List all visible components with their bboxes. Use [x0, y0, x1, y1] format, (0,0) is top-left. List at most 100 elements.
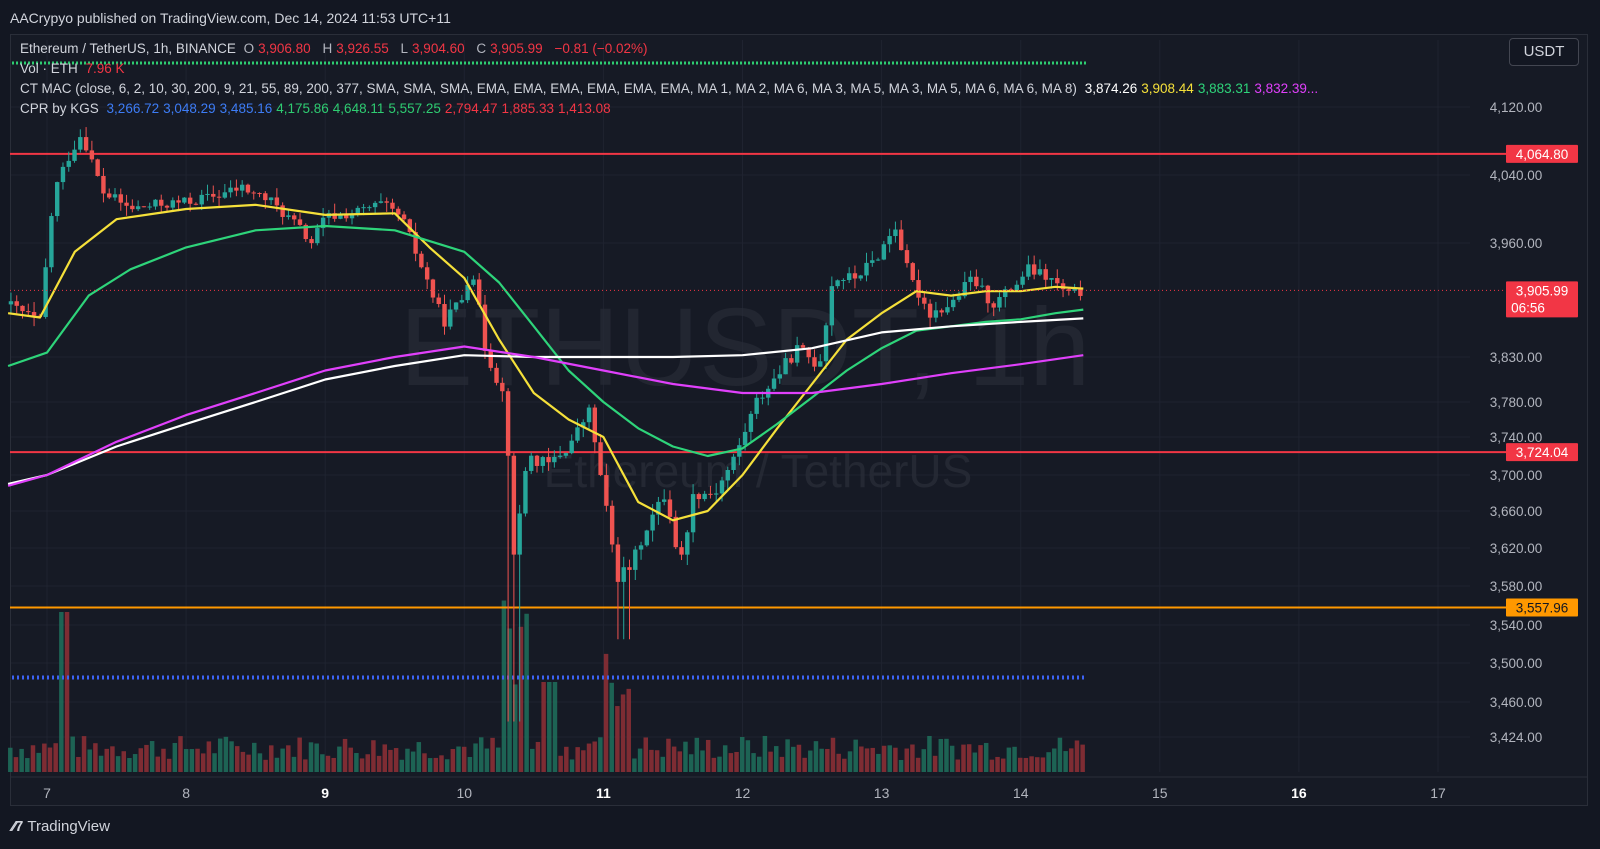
- volume-bar-55: [320, 754, 325, 772]
- candle-body-58: [344, 214, 349, 219]
- candle-body-72: [424, 267, 430, 280]
- volume-bar-18: [110, 746, 115, 772]
- candle-body-47: [280, 205, 285, 217]
- x-tick-label-1: 8: [182, 785, 190, 801]
- volume-bar-108: [620, 694, 626, 772]
- cpr-value-2: 3,485.16: [219, 101, 273, 116]
- volume-bar-67: [388, 749, 393, 772]
- candle-body-77: [453, 302, 459, 310]
- candle-body-121: [708, 493, 713, 495]
- level-label-0-bg: [1506, 144, 1578, 163]
- volume-bar-146: [836, 753, 841, 772]
- volume-bar-26: [155, 756, 161, 772]
- volume-bar-142: [813, 741, 819, 772]
- candle-body-164: [956, 296, 962, 300]
- candle-body-154: [898, 229, 904, 251]
- y-tick-label-13: 3,424.00: [1490, 730, 1543, 745]
- volume-bar-109: [626, 688, 631, 772]
- footer-brand[interactable]: ⁄⁄7 TradingView: [12, 818, 110, 835]
- volume-bar-2: [19, 748, 24, 772]
- volume-bar-160: [915, 757, 921, 772]
- volume-bar-12: [76, 756, 81, 772]
- volume-legend: Vol · ETH 7.96 K: [20, 61, 129, 76]
- volume-bar-69: [399, 759, 405, 772]
- y-tick-label-4: 3,780.00: [1490, 395, 1543, 410]
- candle-body-160: [933, 310, 939, 318]
- open-value: 3,906.80: [258, 41, 311, 56]
- volume-bar-80: [461, 746, 467, 772]
- cpr-value-0: 3,266.72: [106, 101, 160, 116]
- candle-body-140: [818, 361, 823, 367]
- cpr-label[interactable]: CPR by KGS: [20, 101, 99, 116]
- volume-bar-46: [269, 745, 274, 772]
- candle-body-108: [633, 549, 638, 570]
- candle-body-76: [448, 309, 453, 327]
- volume-bar-103: [592, 741, 597, 772]
- symbol-name[interactable]: Ethereum / TetherUS, 1h, BINANCE: [20, 41, 236, 56]
- volume-bar-6: [42, 743, 47, 772]
- candle-body-125: [731, 456, 736, 471]
- volume-bar-170: [972, 752, 978, 772]
- volume-bar-147: [842, 758, 847, 772]
- candle-body-135: [789, 358, 794, 363]
- candle-body-4: [31, 312, 37, 316]
- volume-bar-77: [444, 759, 450, 772]
- volume-bar-132: [756, 756, 762, 772]
- candle-body-87: [511, 455, 517, 555]
- currency-button[interactable]: USDT: [1509, 38, 1579, 66]
- volume-bar-32: [189, 749, 195, 772]
- candle-body-92: [540, 457, 545, 466]
- candle-body-82: [482, 304, 488, 351]
- volume-bar-68: [393, 748, 399, 772]
- volume-bar-13: [81, 736, 87, 772]
- candle-body-13: [83, 137, 89, 151]
- candle-body-84: [494, 367, 499, 383]
- candle-body-170: [991, 303, 996, 308]
- candle-body-91: [534, 455, 540, 466]
- candle-body-151: [881, 244, 887, 260]
- x-tick-label-6: 13: [874, 785, 890, 801]
- candle-body-166: [968, 276, 973, 283]
- volume-bar-87: [501, 600, 507, 772]
- candle-body-147: [858, 275, 863, 279]
- y-tick-label-8: 3,620.00: [1490, 541, 1543, 556]
- candle-body-89: [523, 470, 528, 514]
- volume-bar-131: [751, 753, 756, 772]
- volume-bar-3: [25, 758, 30, 772]
- candle-body-41: [245, 184, 251, 193]
- volume-bar-25: [149, 741, 155, 772]
- candle-body-141: [823, 325, 829, 362]
- open-label: O: [243, 41, 255, 56]
- ctmac-label[interactable]: CT MAC (close, 6, 2, 10, 30, 200, 9, 21,…: [20, 81, 1077, 96]
- candle-body-162: [945, 307, 950, 313]
- volume-bar-42: [246, 754, 251, 772]
- volume-bar-62: [359, 758, 365, 772]
- candle-body-117: [685, 532, 690, 555]
- volume-bar-99: [569, 759, 575, 772]
- tradingview-logo-icon: ⁄⁄7: [12, 818, 23, 835]
- ctmac-value-1: 3,908.44: [1141, 81, 1194, 96]
- candle-body-66: [390, 202, 395, 209]
- volume-bar-61: [354, 753, 359, 772]
- volume-bar-149: [853, 739, 858, 772]
- candle-body-86: [505, 391, 511, 456]
- volume-bar-124: [711, 757, 717, 772]
- volume-label[interactable]: Vol · ETH: [20, 61, 78, 76]
- candle-body-115: [673, 516, 678, 548]
- level-label-0: 4,064.80: [1516, 147, 1569, 162]
- volume-bar-184: [1052, 748, 1057, 772]
- volume-bar-79: [456, 746, 461, 772]
- candle-body-40: [239, 184, 245, 191]
- candle-body-137: [800, 345, 806, 348]
- high-label: H: [322, 41, 333, 56]
- volume-bar-102: [586, 743, 592, 772]
- volume-bar-95: [547, 682, 552, 772]
- candle-body-19: [118, 194, 123, 203]
- candle-body-51: [303, 224, 308, 240]
- candle-body-21: [130, 205, 135, 210]
- candle-body-184: [1072, 288, 1077, 291]
- volume-bar-39: [229, 741, 234, 772]
- candle-body-123: [719, 480, 725, 494]
- volume-bar-148: [847, 751, 853, 772]
